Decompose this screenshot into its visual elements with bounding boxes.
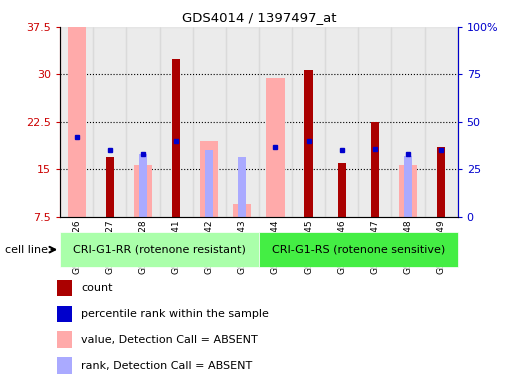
Bar xyxy=(226,27,259,217)
Bar xyxy=(60,27,93,217)
Bar xyxy=(259,232,458,267)
Bar xyxy=(404,156,412,217)
Bar xyxy=(358,27,391,217)
Bar xyxy=(67,27,86,217)
Bar xyxy=(391,27,425,217)
Bar xyxy=(160,27,192,217)
Bar xyxy=(60,232,259,267)
Bar xyxy=(106,157,114,217)
Text: rank, Detection Call = ABSENT: rank, Detection Call = ABSENT xyxy=(81,361,253,371)
Bar xyxy=(425,27,458,217)
Bar xyxy=(57,306,72,322)
Bar xyxy=(139,154,147,217)
Text: count: count xyxy=(81,283,112,293)
Bar xyxy=(57,331,72,348)
Bar xyxy=(172,59,180,217)
Bar xyxy=(200,141,218,217)
Bar xyxy=(337,163,346,217)
Bar xyxy=(266,78,285,217)
Bar xyxy=(259,27,292,217)
Bar xyxy=(371,122,379,217)
Title: GDS4014 / 1397497_at: GDS4014 / 1397497_at xyxy=(181,11,336,24)
Bar xyxy=(325,27,358,217)
Text: value, Detection Call = ABSENT: value, Detection Call = ABSENT xyxy=(81,335,258,345)
Bar xyxy=(437,147,445,217)
Bar xyxy=(233,204,252,217)
Text: CRI-G1-RS (rotenone sensitive): CRI-G1-RS (rotenone sensitive) xyxy=(271,245,445,255)
Bar xyxy=(93,27,127,217)
Bar xyxy=(238,157,246,217)
Bar xyxy=(292,27,325,217)
Bar xyxy=(134,165,152,217)
Bar xyxy=(57,358,72,374)
Text: CRI-G1-RR (rotenone resistant): CRI-G1-RR (rotenone resistant) xyxy=(73,245,246,255)
Bar xyxy=(127,27,160,217)
Bar xyxy=(205,151,213,217)
Bar xyxy=(399,165,417,217)
Bar xyxy=(192,27,226,217)
Text: cell line: cell line xyxy=(5,245,48,255)
Text: percentile rank within the sample: percentile rank within the sample xyxy=(81,309,269,319)
Bar xyxy=(304,70,313,217)
Bar xyxy=(57,280,72,296)
